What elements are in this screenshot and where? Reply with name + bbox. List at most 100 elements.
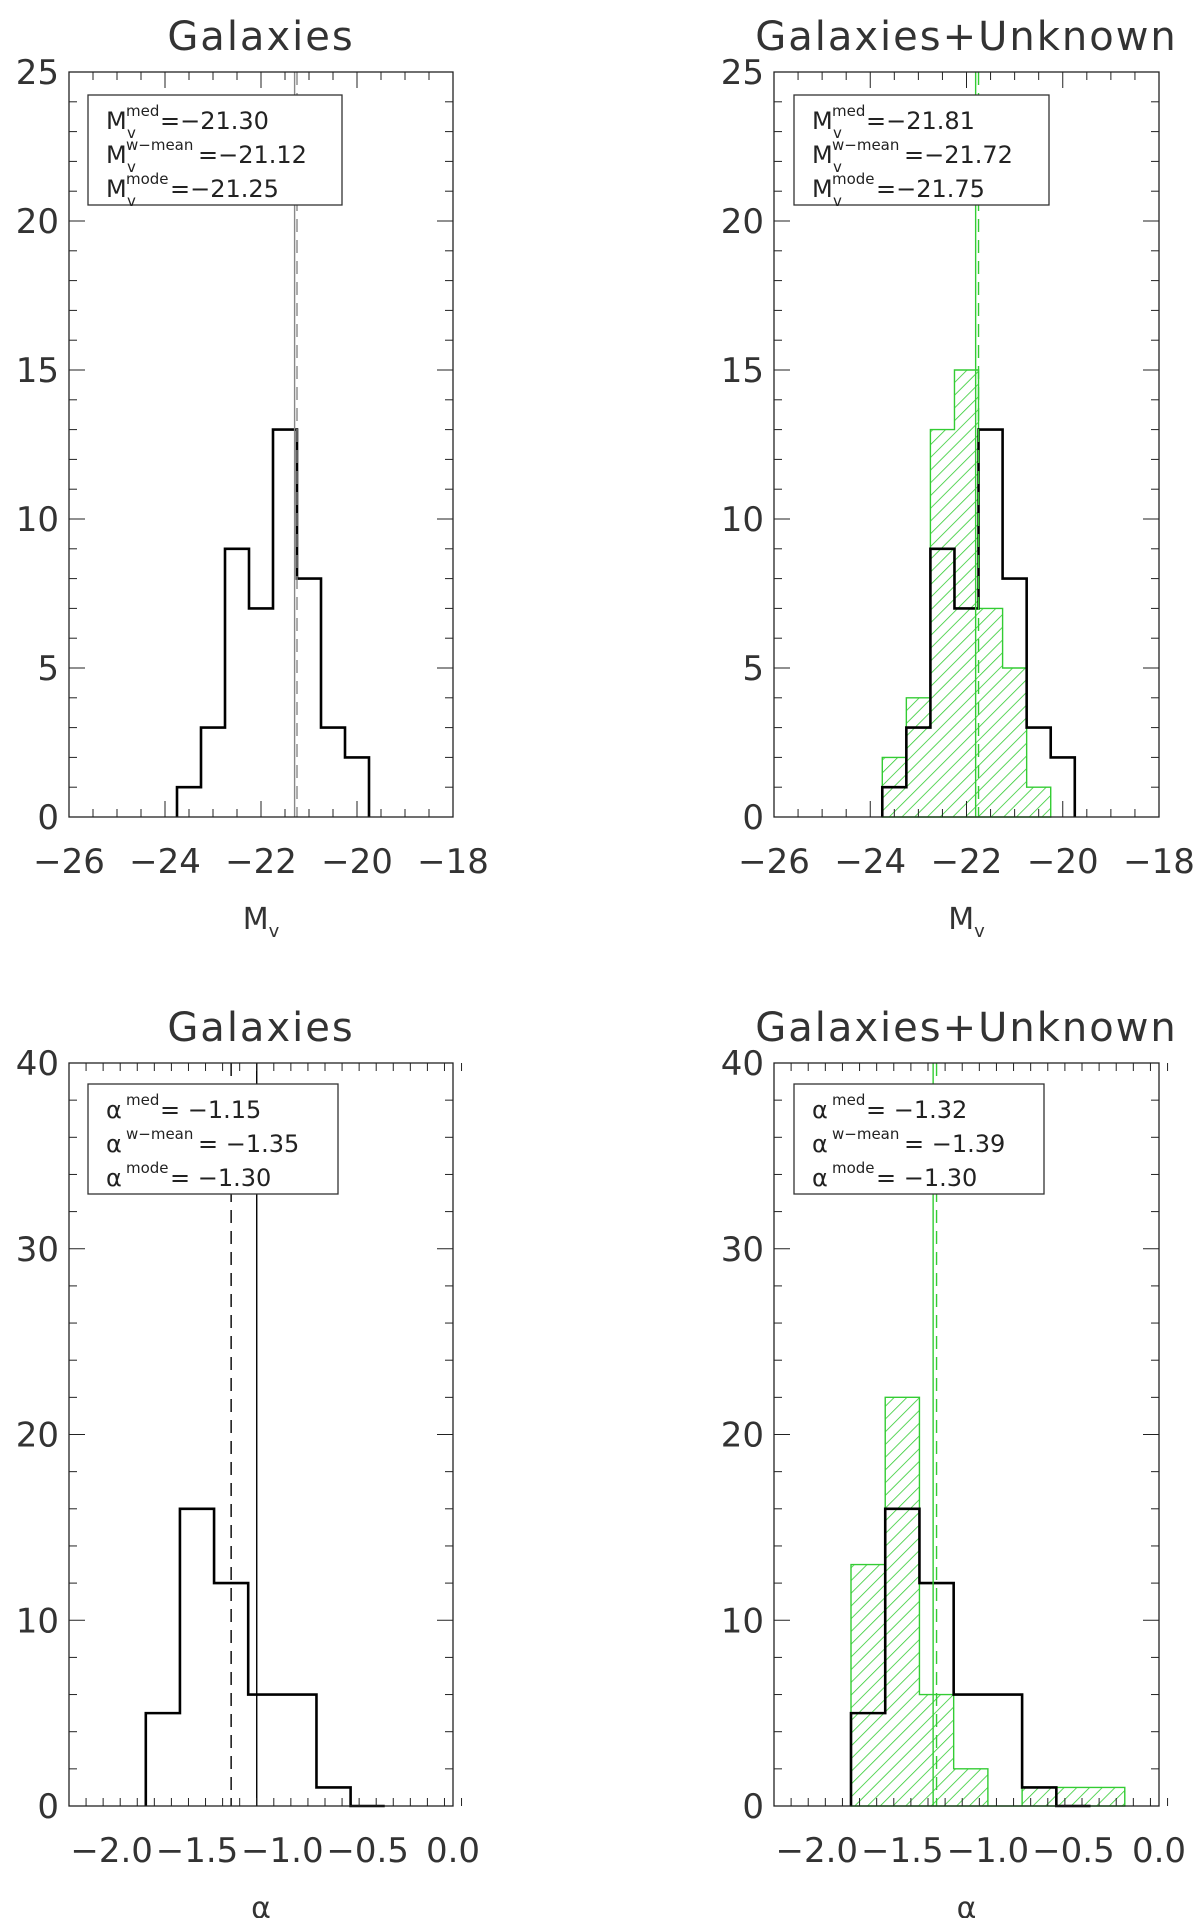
legend-superscript: med <box>126 102 159 120</box>
legend-superscript: mode <box>832 170 875 188</box>
legend-frame <box>87 94 343 206</box>
histogram-black-outline <box>144 1507 385 1808</box>
y-tick-label: 25 <box>721 53 764 93</box>
legend-superscript: mode <box>126 170 169 188</box>
legend-value: = −1.32 <box>866 1096 967 1124</box>
x-tick-label: −0.5 <box>1032 1831 1115 1871</box>
x-tick-label: −20 <box>321 842 393 882</box>
x-axis-label-base: α <box>251 1891 271 1918</box>
legend-symbol: M <box>106 175 127 203</box>
y-tick-label: 20 <box>16 1416 59 1456</box>
y-tick-label: 10 <box>16 500 59 540</box>
y-tick-label: 40 <box>16 1044 59 1084</box>
y-tick-label: 10 <box>16 1601 59 1641</box>
legend-superscript: mode <box>832 1159 875 1177</box>
x-axis-label-base: α <box>957 1891 977 1918</box>
y-tick-label: 30 <box>721 1230 764 1270</box>
x-tick-label: −18 <box>417 842 489 882</box>
y-tick-label: 0 <box>742 798 764 838</box>
y-tick-label: 30 <box>16 1230 59 1270</box>
legend-symbol: M <box>812 107 833 135</box>
legend-value: =−21.12 <box>198 141 307 169</box>
y-tick-label: 10 <box>721 500 764 540</box>
x-tick-label: −1.5 <box>156 1831 239 1871</box>
legend-value: =−21.72 <box>904 141 1013 169</box>
x-tick-label: −24 <box>129 842 201 882</box>
y-tick-label: 15 <box>16 351 59 391</box>
y-tick-label: 20 <box>721 202 764 242</box>
legend-symbol: α <box>812 1096 828 1124</box>
legend-value: = −1.39 <box>904 1130 1005 1158</box>
legend-subscript: v <box>833 124 842 142</box>
y-tick-label: 20 <box>16 202 59 242</box>
x-tick-label: −26 <box>33 842 105 882</box>
y-tick-label: 20 <box>721 1416 764 1456</box>
x-axis-label: Mv <box>243 902 280 942</box>
y-tick-label: 10 <box>721 1601 764 1641</box>
legend-symbol: α <box>106 1130 122 1158</box>
panel-title: Galaxies <box>167 1005 354 1051</box>
x-axis-label: α <box>957 1891 977 1918</box>
legend-superscript: med <box>832 1091 865 1109</box>
legend-symbol: α <box>812 1164 828 1192</box>
legend-value: =−21.30 <box>160 107 269 135</box>
y-tick-label: 5 <box>37 649 59 689</box>
legend-frame <box>87 1083 339 1195</box>
legend-subscript: v <box>127 158 136 176</box>
legend-subscript: v <box>833 192 842 210</box>
y-tick-label: 5 <box>742 649 764 689</box>
legend-value: =−21.81 <box>866 107 975 135</box>
x-axis-label: Mv <box>948 902 985 942</box>
histogram-green-hatched <box>850 1396 1126 1807</box>
x-tick-label: −1.0 <box>947 1831 1030 1871</box>
y-tick-label: 0 <box>742 1787 764 1827</box>
x-tick-label: −1.0 <box>241 1831 324 1871</box>
x-axis-label-base: M <box>948 902 974 937</box>
legend-value: = −1.35 <box>198 1130 299 1158</box>
legend-value: =−21.75 <box>876 175 985 203</box>
y-tick-label: 25 <box>16 53 59 93</box>
stats-legend: α med = −1.15α w−mean = −1.35α mode = −1.30 <box>87 1083 339 1195</box>
histogram-panel: Galaxies+Unknown −26 −24 −22 −20 −18 0 5 10 15 20 2… <box>721 14 1195 942</box>
panel-title: Galaxies <box>167 14 354 60</box>
legend-frame <box>793 1083 1045 1195</box>
stats-legend: α med = −1.32α w−mean = −1.39α mode = −1.30 <box>793 1083 1045 1195</box>
x-tick-label: −22 <box>225 842 297 882</box>
legend-frame <box>793 94 1050 206</box>
x-tick-label: −2.0 <box>775 1831 858 1871</box>
x-axis-label-sub: v <box>974 921 985 942</box>
legend-subscript: v <box>127 192 136 210</box>
legend-symbol: M <box>106 141 127 169</box>
legend-superscript: w−mean <box>126 1125 193 1143</box>
histogram-black-outline <box>175 428 371 817</box>
legend-superscript: w−mean <box>126 136 193 154</box>
legend-symbol: M <box>812 175 833 203</box>
legend-superscript: med <box>126 1091 159 1109</box>
x-tick-label: −1.5 <box>861 1831 944 1871</box>
legend-superscript: med <box>832 102 865 120</box>
legend-superscript: mode <box>126 1159 169 1177</box>
legend-symbol: α <box>106 1164 122 1192</box>
legend-subscript: v <box>833 158 842 176</box>
x-axis-label: α <box>251 1891 271 1918</box>
legend-symbol: α <box>106 1096 122 1124</box>
x-tick-label: −26 <box>738 842 810 882</box>
x-tick-label: −18 <box>1123 842 1195 882</box>
x-tick-label: 0.0 <box>426 1831 480 1871</box>
x-tick-label: −24 <box>834 842 906 882</box>
x-tick-label: −20 <box>1027 842 1099 882</box>
x-tick-label: −0.5 <box>326 1831 409 1871</box>
legend-value: = −1.30 <box>876 1164 977 1192</box>
x-axis-label-base: M <box>243 902 269 937</box>
histogram-panel: Galaxies+Unknown −2.0 −1.5 −1.0 −0.5 0.0 0 10 20… <box>721 1005 1186 1918</box>
panel-title: Galaxies+Unknown <box>755 14 1178 60</box>
panel-title: Galaxies+Unknown <box>755 1005 1178 1051</box>
histogram-black-outline <box>849 1507 1091 1808</box>
x-tick-label: −2.0 <box>70 1831 153 1871</box>
legend-value: = −1.30 <box>170 1164 271 1192</box>
